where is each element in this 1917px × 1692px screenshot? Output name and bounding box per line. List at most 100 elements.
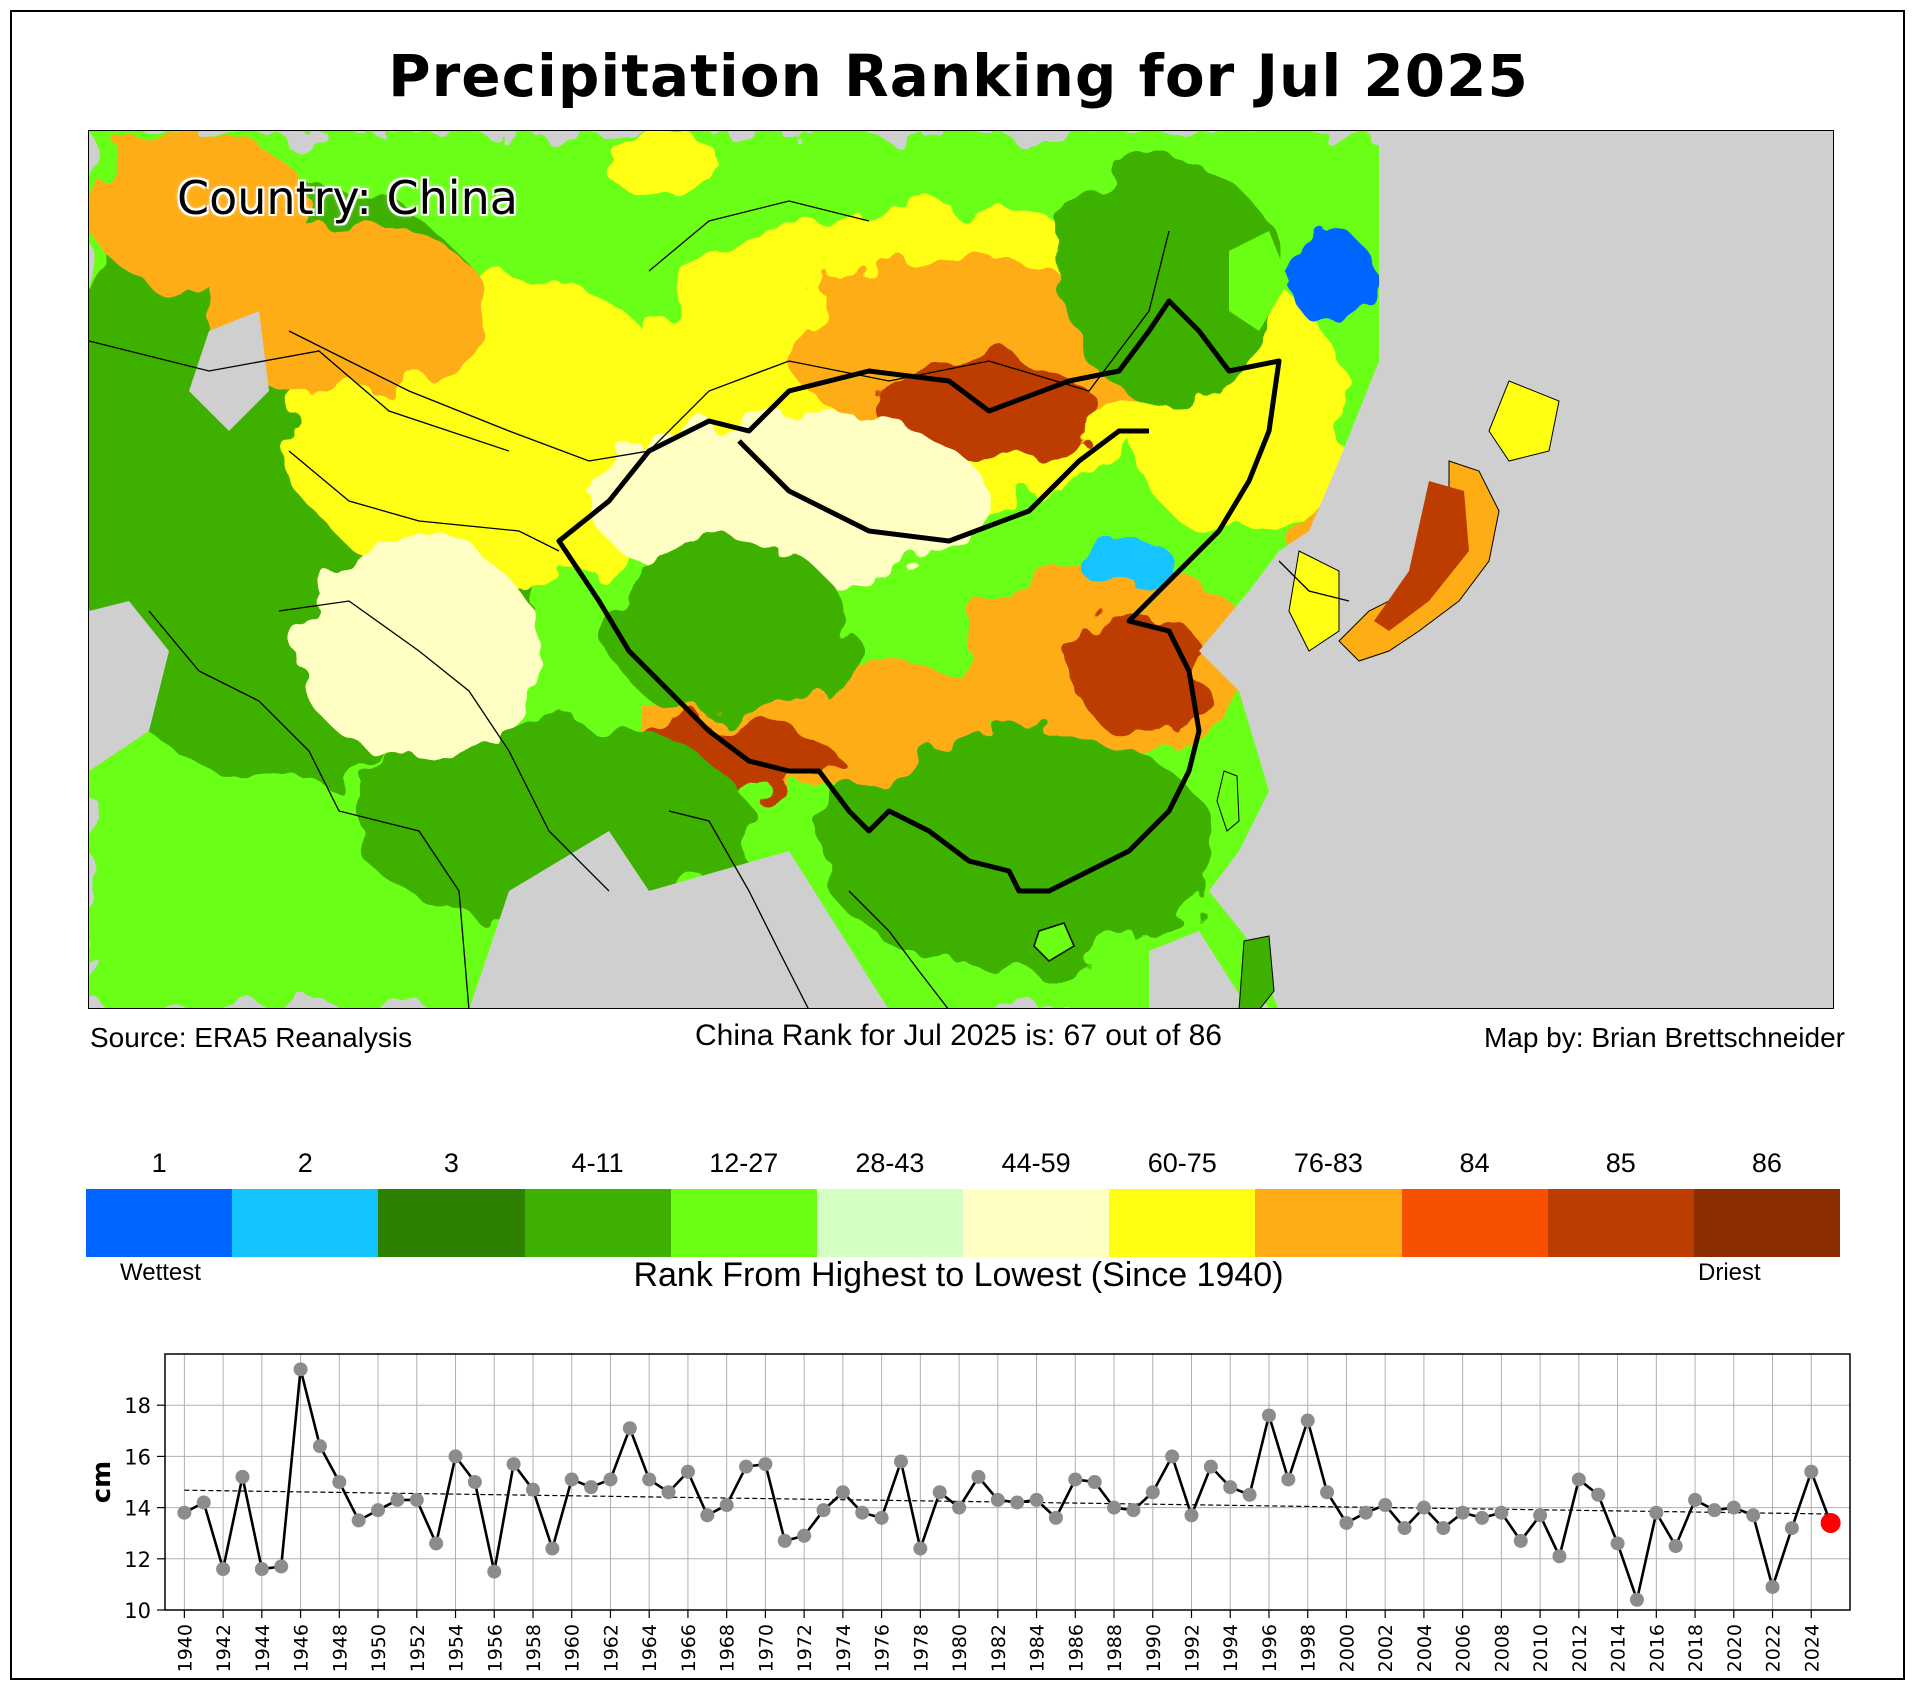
data-point <box>196 1495 211 1510</box>
country-borders <box>89 200 1350 1008</box>
series-points <box>177 1362 1841 1607</box>
data-point <box>1107 1500 1122 1515</box>
x-tick-label: 1992 <box>1181 1624 1203 1672</box>
series-line <box>183 1369 1832 1605</box>
data-point <box>1320 1485 1335 1500</box>
x-tick-label: 1994 <box>1220 1624 1242 1672</box>
colorbar-label: 4-11 <box>571 1148 624 1178</box>
y-tick-label: 16 <box>124 1445 151 1469</box>
data-point <box>235 1469 250 1484</box>
colorbar <box>86 1189 1841 1257</box>
x-tick-label: 1986 <box>1065 1624 1087 1672</box>
data-point <box>1378 1498 1393 1513</box>
colorbar-segment <box>86 1189 233 1257</box>
x-tick-label: 1940 <box>174 1624 196 1672</box>
x-tick-label: 2004 <box>1414 1624 1436 1672</box>
data-point <box>351 1513 366 1528</box>
data-point <box>797 1528 812 1543</box>
data-point <box>1513 1533 1528 1548</box>
precipitation-rank-map: Country: China <box>88 130 1834 1009</box>
x-tick-label: 1948 <box>329 1624 351 1672</box>
data-point <box>893 1454 908 1469</box>
data-point <box>448 1449 463 1464</box>
x-tick-label: 1982 <box>988 1624 1010 1672</box>
data-point <box>216 1562 231 1577</box>
data-point <box>1281 1472 1296 1487</box>
data-point <box>467 1475 482 1489</box>
x-tick-label: 2018 <box>1685 1624 1707 1672</box>
driest-label: Driest <box>1698 1259 1761 1286</box>
x-tick-label: 1950 <box>368 1624 390 1672</box>
data-point <box>1300 1413 1315 1428</box>
colorbar-segment <box>816 1189 964 1257</box>
x-tick-label: 2012 <box>1569 1624 1591 1672</box>
colorbar-label: 85 <box>1605 1148 1636 1178</box>
source-label: Source: ERA5 Reanalysis <box>90 1022 413 1053</box>
x-tick-label: 1968 <box>717 1624 739 1672</box>
data-point <box>971 1469 986 1484</box>
chart-grid <box>165 1354 1850 1611</box>
data-point <box>545 1541 560 1556</box>
colorbar-segment <box>1255 1189 1402 1257</box>
data-point <box>1416 1500 1431 1515</box>
x-tick-label: 2024 <box>1801 1624 1823 1672</box>
y-tick-label: 12 <box>124 1548 151 1572</box>
map-canvas <box>89 131 1833 1008</box>
colorbar-label: 28-43 <box>855 1148 925 1178</box>
data-point <box>835 1485 850 1500</box>
colorbar-label: 2 <box>297 1148 313 1178</box>
axis-ticks: 10 12 14 16 18 1940 1942 1944 1946 1948 1950 1952 19… <box>124 1394 1823 1672</box>
colorbar-segment <box>670 1189 817 1257</box>
data-point <box>1010 1495 1025 1510</box>
china-border <box>556 298 1282 894</box>
x-tick-label: 1958 <box>523 1624 545 1672</box>
data-point <box>1223 1480 1238 1495</box>
x-tick-label: 2010 <box>1530 1624 1552 1672</box>
x-tick-label: 1962 <box>600 1624 622 1672</box>
data-point <box>1165 1449 1180 1464</box>
data-point <box>371 1503 386 1518</box>
colorbar-labels: 1 2 3 4-11 12-27 28-43 44-59 60-75 76-83 84 85 86 <box>86 1148 1840 1184</box>
rank-summary: China Rank for Jul 2025 is: 67 out of 86 <box>695 1019 1222 1052</box>
x-tick-label: 1966 <box>678 1624 700 1672</box>
data-point <box>874 1510 889 1525</box>
data-point <box>1533 1508 1548 1523</box>
data-point <box>1746 1508 1761 1523</box>
rank-color-field <box>89 131 1439 1008</box>
x-tick-label: 2008 <box>1491 1624 1513 1672</box>
x-tick-label: 2022 <box>1763 1624 1785 1672</box>
data-point <box>293 1362 308 1377</box>
colorbar-label: 84 <box>1459 1148 1490 1178</box>
data-point <box>932 1485 947 1500</box>
data-point <box>661 1485 676 1500</box>
data-point <box>332 1475 347 1489</box>
data-point <box>622 1421 637 1436</box>
data-point <box>1765 1579 1780 1594</box>
colorbar-segment <box>232 1189 379 1257</box>
country-label: Country: China <box>177 171 518 225</box>
x-tick-label: 2014 <box>1608 1624 1630 1672</box>
x-tick-label: 1978 <box>910 1624 932 1672</box>
data-point <box>1475 1510 1490 1525</box>
x-tick-label: 1980 <box>949 1624 971 1672</box>
x-tick-label: 2000 <box>1336 1624 1358 1672</box>
y-tick-label: 10 <box>124 1599 151 1623</box>
data-point <box>1668 1539 1683 1553</box>
data-point <box>429 1536 444 1551</box>
x-tick-label: 1960 <box>562 1624 584 1672</box>
x-tick-label: 1956 <box>484 1624 506 1672</box>
x-tick-label: 1946 <box>291 1624 313 1672</box>
data-point <box>642 1472 657 1487</box>
data-point <box>680 1464 695 1479</box>
data-point <box>1688 1492 1703 1507</box>
data-point <box>1804 1464 1819 1479</box>
figure-frame <box>10 10 1905 1680</box>
data-point <box>1203 1459 1218 1474</box>
ocean-areas <box>89 131 1833 1008</box>
data-point <box>274 1559 289 1574</box>
colorbar-segment <box>963 1189 1110 1257</box>
data-point <box>1726 1500 1741 1515</box>
map-credit: Map by: Brian Brettschneider <box>1483 1022 1845 1053</box>
x-tick-label: 1984 <box>1027 1624 1049 1672</box>
